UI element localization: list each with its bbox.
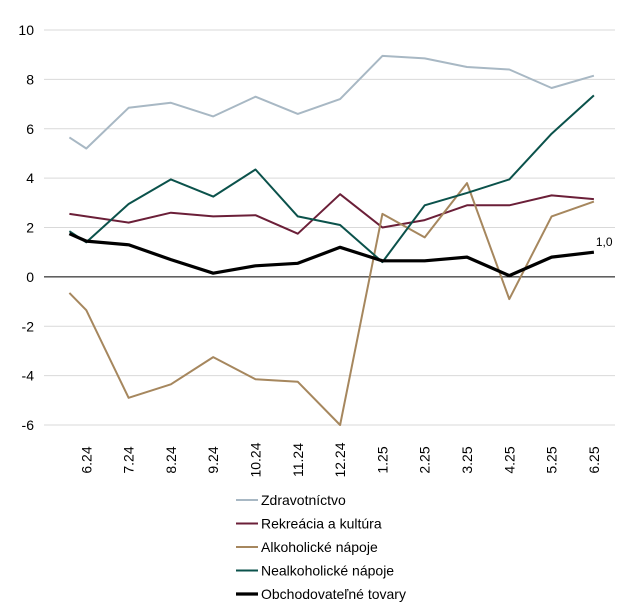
legend-label: Alkoholické nápoje — [261, 539, 378, 555]
series-line-3 — [68, 182, 595, 426]
series-line-2 — [69, 193, 594, 235]
x-tick-label: 3.25 — [459, 446, 475, 473]
x-axis-ticks: 6.24 7.24 8.24 9.24 10.24 11.24 12.24 1.25 2.25 3… — [78, 442, 602, 477]
x-tick-label: 4.25 — [501, 446, 517, 473]
legend-label: Nealkoholické nápoje — [261, 563, 394, 579]
x-tick-label: 6.24 — [78, 446, 94, 473]
gridlines — [44, 29, 615, 426]
y-tick-label: 4 — [26, 170, 34, 186]
y-tick-label: -2 — [22, 318, 35, 334]
x-tick-label: 5.25 — [544, 446, 560, 473]
y-tick-label: -4 — [22, 368, 35, 384]
legend-label: Zdravotníctvo — [261, 492, 346, 508]
x-tick-label: 10.24 — [247, 442, 263, 477]
x-tick-label: 1.25 — [374, 446, 390, 473]
x-tick-label: 9.24 — [205, 446, 221, 473]
y-axis-ticks: -6 -4 -2 0 2 4 6 8 10 — [18, 22, 34, 433]
legend: Zdravotníctvo Rekreácia a kultúra Alkoholi… — [236, 492, 406, 602]
series-line-1 — [68, 54, 595, 150]
x-tick-label: 7.24 — [121, 446, 137, 473]
annotations: 1,0 — [596, 235, 613, 249]
y-tick-label: 8 — [26, 71, 34, 87]
y-tick-label: 0 — [26, 269, 34, 285]
legend-label: Rekreácia a kultúra — [261, 516, 382, 532]
legend-label: Obchodovateľné tovary — [261, 586, 406, 602]
x-tick-label: 6.25 — [586, 446, 602, 473]
y-tick-label: 10 — [18, 22, 34, 38]
x-tick-label: 2.25 — [417, 446, 433, 473]
y-tick-label: 6 — [26, 121, 34, 137]
series-line-5 — [68, 232, 595, 278]
data-label: 1,0 — [596, 235, 613, 249]
x-tick-label: 8.24 — [163, 446, 179, 473]
x-tick-label: 12.24 — [332, 442, 348, 477]
y-tick-label: 2 — [26, 220, 34, 236]
y-tick-label: -6 — [22, 417, 35, 433]
series-lines — [68, 54, 595, 426]
series-line-4 — [68, 94, 595, 264]
x-tick-label: 11.24 — [290, 443, 306, 477]
